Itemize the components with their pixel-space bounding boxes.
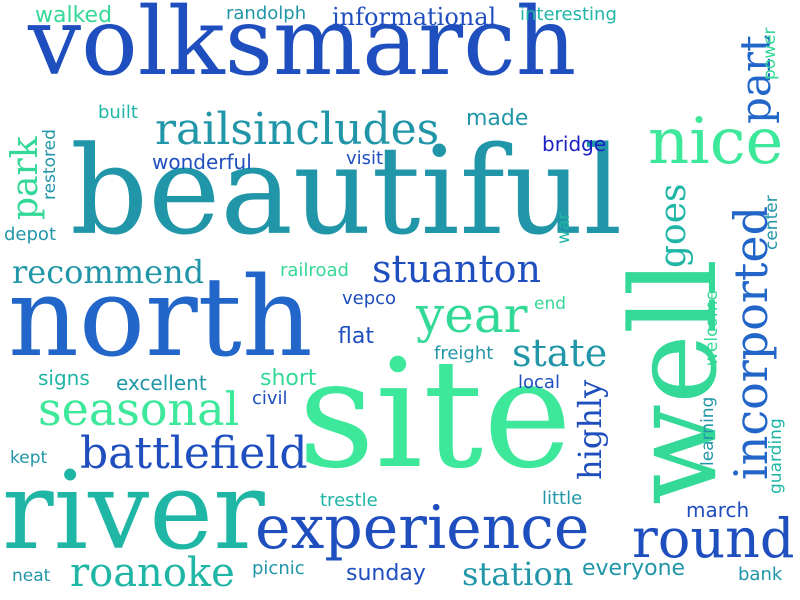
word-nice: nice <box>648 105 784 179</box>
word-built: built <box>98 102 138 123</box>
word-stuanton: stuanton <box>372 247 541 291</box>
word-round: round <box>632 507 795 570</box>
word-everyone: everyone <box>582 556 686 581</box>
word-railroad: railroad <box>280 260 349 281</box>
word-site: site <box>298 328 572 502</box>
word-welcome: welcome <box>702 290 722 366</box>
word-seasonal: seasonal <box>38 382 240 436</box>
word-trestle: trestle <box>320 490 378 511</box>
word-center: center <box>762 195 782 250</box>
word-recommend: recommend <box>12 253 205 291</box>
word-excellent: excellent <box>116 371 207 395</box>
word-end: end <box>534 294 567 314</box>
word-civil: civil <box>252 388 288 409</box>
word-local: local <box>518 372 560 393</box>
word-short: short <box>260 366 317 391</box>
word-power: power <box>760 27 780 80</box>
word-depot: depot <box>4 224 56 245</box>
word-neat: neat <box>12 566 51 586</box>
word-experience: experience <box>255 493 590 563</box>
word-flat: flat <box>338 324 374 349</box>
word-vepco: vepco <box>342 288 397 309</box>
word-bridge: bridge <box>542 132 607 156</box>
word-randolph: randolph <box>226 3 307 24</box>
word-roanoke: roanoke <box>70 550 235 596</box>
word-north: north <box>8 253 313 381</box>
word-bank: bank <box>738 564 783 585</box>
word-learning: learning <box>698 396 718 466</box>
word-railsincludes: railsincludes <box>155 104 440 155</box>
word-sunday: sunday <box>346 561 426 586</box>
word-freight: freight <box>434 343 494 364</box>
word-guarding: guarding <box>766 418 786 494</box>
word-goes: goes <box>653 183 694 269</box>
word-battlefield: battlefield <box>80 428 308 479</box>
word-year: year <box>416 286 528 344</box>
word-walked: walked <box>35 3 113 28</box>
word-station: station <box>462 555 574 593</box>
word-beautiful: beautiful <box>70 120 623 262</box>
word-volksmarch: volksmarch <box>28 0 577 97</box>
word-informational: informational <box>332 3 497 31</box>
word-signs: signs <box>38 366 90 390</box>
word-restored: restored <box>40 129 60 200</box>
word-visit: visit <box>346 148 384 169</box>
word-made: made <box>466 106 529 131</box>
word-kept: kept <box>10 448 48 468</box>
word-interesting: interesting <box>520 4 617 25</box>
word-picnic: picnic <box>252 558 305 579</box>
word-state: state <box>512 331 608 375</box>
word-highly: highly <box>571 379 609 480</box>
word-park: park <box>5 136 46 220</box>
word-wonderful: wonderful <box>152 150 252 174</box>
word-river: river <box>2 449 265 574</box>
word-little: little <box>542 488 583 509</box>
word-march: march <box>686 498 750 522</box>
word-war: war <box>554 212 574 244</box>
